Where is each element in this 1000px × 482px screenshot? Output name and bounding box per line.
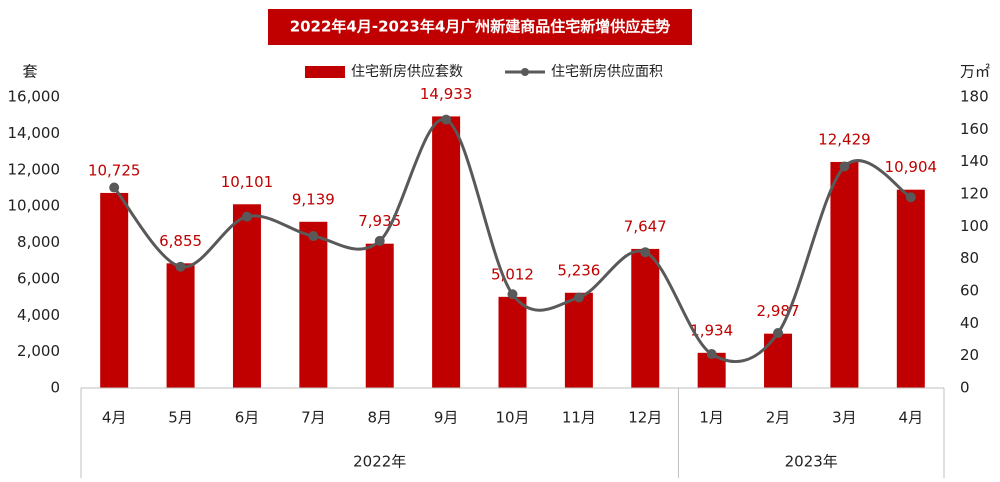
chart-title: 2022年4月-2023年4月广州新建商品住宅新增供应走势 xyxy=(290,18,671,36)
x-tick-label: 11月 xyxy=(562,409,596,427)
line-point xyxy=(374,235,385,246)
y-axis-label: 套 xyxy=(22,63,37,81)
x-tick-label: 2月 xyxy=(766,409,791,427)
line-point xyxy=(241,211,252,222)
bar xyxy=(498,296,527,388)
line-point xyxy=(706,349,717,360)
value-label: 6,855 xyxy=(159,232,202,250)
bar xyxy=(564,292,593,388)
line-point xyxy=(839,161,850,172)
x-group-label: 2022年 xyxy=(353,453,406,471)
y-tick-label: 0 xyxy=(50,379,60,397)
x-tick-label: 1月 xyxy=(699,409,724,427)
bar xyxy=(896,189,925,388)
value-label: 5,236 xyxy=(557,261,600,279)
bar xyxy=(764,333,793,388)
x-tick-label: 7月 xyxy=(301,409,326,427)
y2-tick-label: 80 xyxy=(960,249,979,267)
x-tick-label: 3月 xyxy=(832,409,857,427)
y2-tick-label: 0 xyxy=(960,379,970,397)
line-point xyxy=(573,292,584,303)
x-tick-label: 4月 xyxy=(102,409,127,427)
value-label: 1,934 xyxy=(690,321,733,339)
y-tick-label: 10,000 xyxy=(8,197,61,215)
line-point xyxy=(905,192,916,203)
bar xyxy=(100,192,129,388)
y-tick-label: 8,000 xyxy=(17,233,60,251)
bar xyxy=(830,161,859,388)
y2-axis-label: 万㎡ xyxy=(960,63,990,81)
line-point xyxy=(441,114,452,125)
value-label: 10,904 xyxy=(885,158,938,176)
y-tick-label: 16,000 xyxy=(8,88,61,106)
value-label: 5,012 xyxy=(491,265,534,283)
legend-label: 住宅新房供应套数 xyxy=(351,63,463,80)
value-label: 14,933 xyxy=(420,85,473,103)
x-tick-label: 9月 xyxy=(434,409,459,427)
bar xyxy=(631,248,660,388)
bar xyxy=(232,204,261,388)
bar xyxy=(166,263,195,388)
value-label: 7,647 xyxy=(624,217,667,235)
y-tick-label: 4,000 xyxy=(17,306,60,324)
bar xyxy=(432,116,461,388)
x-tick-label: 8月 xyxy=(367,409,392,427)
line-point xyxy=(308,231,319,242)
y-tick-label: 2,000 xyxy=(17,342,60,360)
title-box xyxy=(268,9,692,45)
y2-tick-label: 40 xyxy=(960,314,979,332)
value-label: 10,101 xyxy=(221,173,274,191)
x-group-label: 2023年 xyxy=(785,453,838,471)
y-tick-label: 14,000 xyxy=(8,124,61,142)
y2-tick-label: 20 xyxy=(960,346,979,364)
y2-tick-label: 140 xyxy=(960,152,989,170)
y2-tick-label: 160 xyxy=(960,120,989,138)
y2-tick-label: 60 xyxy=(960,282,979,300)
legend-label: 住宅新房供应面积 xyxy=(551,63,663,80)
line-point xyxy=(109,182,120,193)
bar xyxy=(299,221,328,388)
line-point xyxy=(175,261,186,272)
x-tick-label: 5月 xyxy=(168,409,193,427)
y2-tick-label: 100 xyxy=(960,217,989,235)
y2-tick-label: 120 xyxy=(960,185,989,203)
value-label: 10,725 xyxy=(88,161,141,179)
y-tick-label: 6,000 xyxy=(17,269,60,287)
y-tick-label: 12,000 xyxy=(8,160,61,178)
legend-swatch xyxy=(305,66,345,78)
x-tick-label: 6月 xyxy=(235,409,260,427)
x-tick-label: 10月 xyxy=(495,409,529,427)
y2-tick-label: 180 xyxy=(960,88,989,106)
x-tick-label: 4月 xyxy=(899,409,924,427)
bar xyxy=(365,243,394,388)
line-point xyxy=(640,247,651,258)
value-label: 12,429 xyxy=(818,130,871,148)
line-point xyxy=(507,289,518,300)
value-label: 9,139 xyxy=(292,190,335,208)
x-tick-label: 12月 xyxy=(628,409,662,427)
line-point xyxy=(773,328,784,339)
legend-swatch-dot xyxy=(521,68,529,76)
